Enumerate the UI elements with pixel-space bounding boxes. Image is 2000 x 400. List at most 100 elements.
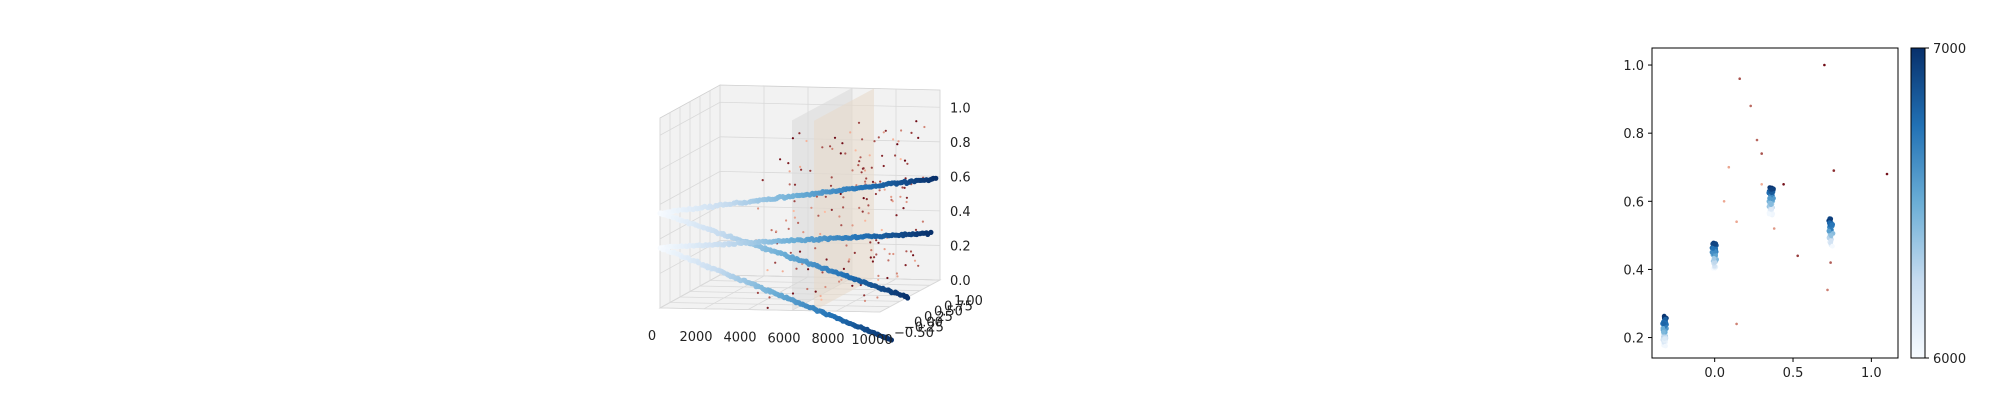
outlier-point — [1782, 183, 1785, 186]
y-tick-label: −0.50 — [894, 326, 934, 341]
scatter-point — [877, 274, 880, 277]
cluster-point — [1710, 246, 1716, 251]
outlier-point — [1749, 104, 1752, 108]
scatter-point — [880, 228, 883, 232]
scatter-point — [848, 258, 851, 261]
scatter-point — [869, 256, 872, 259]
scatter-point — [810, 206, 813, 209]
z-tick-label: 0.0 — [950, 274, 971, 289]
scatter-point — [921, 220, 925, 223]
series-point — [933, 175, 939, 181]
scatter-point — [793, 200, 796, 203]
outlier-point — [1832, 169, 1836, 172]
scatter-point — [815, 195, 819, 198]
scatter-point — [854, 149, 857, 152]
outlier-point — [1826, 288, 1829, 292]
scatter-point — [805, 139, 808, 143]
scatter-point — [839, 192, 842, 195]
scatter-point — [917, 136, 920, 139]
outlier-point — [1760, 183, 1763, 186]
plane — [814, 88, 874, 311]
scatter-3d-panel: 0 2000 4000 6000 8000 10000 −0.50−0.250.000.25… — [648, 84, 983, 348]
series-point — [756, 238, 762, 245]
scatter-point — [823, 210, 827, 213]
cluster-point — [1828, 238, 1834, 244]
scatter-point — [766, 306, 769, 309]
y-tick-label: 1.00 — [954, 294, 983, 309]
scatter-point — [871, 180, 875, 183]
scatter-point — [806, 287, 809, 291]
scatter-point — [905, 200, 908, 204]
scatter-point — [899, 158, 902, 161]
scatter-point — [887, 259, 890, 262]
cluster-point — [1663, 343, 1668, 349]
z-tick-label: 0.8 — [950, 136, 971, 151]
scatter-point — [857, 164, 860, 167]
outlier-point — [1722, 200, 1726, 203]
scatter-point — [873, 256, 876, 259]
outlier-point — [1772, 227, 1776, 230]
scatter-point — [833, 136, 837, 139]
x-tick-label: 0.0 — [1704, 366, 1725, 381]
scatter-point — [884, 129, 887, 132]
scatter-point — [799, 165, 802, 168]
scatter-point — [798, 132, 801, 135]
scatter-point — [858, 160, 861, 163]
cluster-point — [1712, 241, 1718, 247]
scatter-point — [831, 147, 834, 150]
scatter-point — [775, 230, 778, 233]
scatter-point — [888, 252, 891, 255]
scatter-point — [820, 298, 823, 301]
scatter-point — [905, 250, 908, 253]
scatter-point — [798, 250, 802, 253]
y-tick-label: 0.4 — [1623, 263, 1644, 278]
cluster-point — [1662, 336, 1667, 341]
scatter-point — [877, 136, 880, 139]
scatter-point — [882, 131, 885, 134]
series-1 — [657, 210, 911, 301]
cluster-point — [1768, 207, 1774, 212]
tick-labels: 0 2000 4000 6000 8000 10000 −0.50−0.250.000.25… — [648, 101, 983, 348]
scatter-point — [882, 164, 885, 168]
outlier-point — [1760, 152, 1763, 155]
scatter-point — [903, 186, 906, 189]
colorbar-max-label: 7000 — [1933, 42, 1966, 57]
scatter-point — [868, 154, 871, 157]
scatter-point — [821, 271, 824, 274]
scatter-point — [797, 221, 800, 224]
scatter-point — [904, 264, 907, 267]
scatter-point — [817, 214, 820, 217]
y-tick-label: 1.0 — [1623, 59, 1644, 74]
scatter-point — [802, 231, 805, 234]
scatter-point — [859, 156, 862, 159]
scatter-point — [896, 143, 899, 146]
scatter-point — [909, 250, 913, 253]
scatter-point — [863, 169, 867, 172]
outlier-point — [1755, 138, 1759, 142]
series-2 — [658, 229, 934, 251]
cluster-point — [1769, 187, 1774, 192]
y-tick-label: 0.00 — [914, 315, 943, 330]
scatter-point — [789, 251, 792, 254]
scatter-point — [814, 290, 817, 293]
scatter-point — [787, 162, 790, 165]
cluster-point — [1829, 222, 1834, 228]
scatter-point — [862, 197, 865, 200]
scatter-point — [779, 158, 782, 161]
scatter-point — [851, 284, 854, 287]
scatter-point — [902, 207, 905, 210]
scatter-point — [766, 269, 769, 272]
cluster-point — [1712, 259, 1718, 265]
y-tick-label: 0.50 — [934, 305, 963, 320]
scatter-point — [903, 159, 907, 162]
scatter-point — [869, 241, 872, 244]
z-tick-label: 1.0 — [950, 101, 971, 116]
cluster-point — [1661, 321, 1667, 326]
scatter-point — [865, 198, 868, 201]
scatter-point — [867, 204, 870, 207]
z-tick-label: 0.2 — [950, 240, 971, 255]
scatter-point — [910, 131, 913, 134]
scatter-point — [757, 207, 760, 210]
scatter-point — [892, 252, 895, 256]
